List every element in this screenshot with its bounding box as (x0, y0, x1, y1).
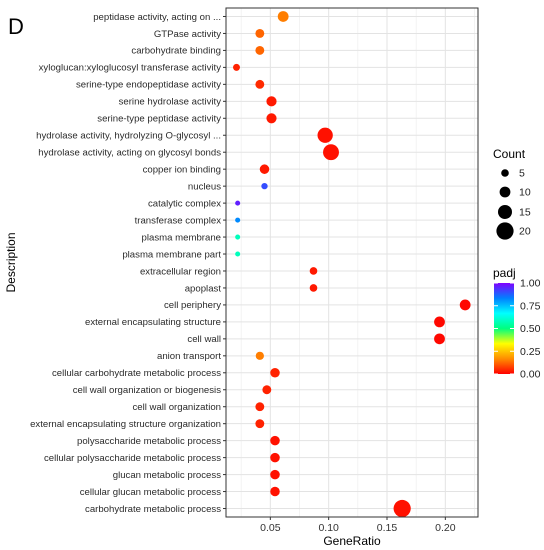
data-point (233, 63, 240, 71)
y-tick-label: external encapsulating structure organiz… (30, 419, 221, 430)
data-point (266, 113, 277, 124)
data-point (317, 127, 333, 143)
padj-legend: padj 0.00 0.25 0.50 0.75 1.00 (493, 266, 541, 381)
data-point (270, 435, 280, 446)
count-legend-key (498, 205, 512, 219)
data-point (323, 144, 339, 161)
x-tick-label: 0.10 (318, 522, 339, 534)
y-tick-label: cellular glucan metabolic process (80, 487, 222, 498)
x-tick-label: 0.15 (377, 522, 398, 534)
padj-colorbar (494, 283, 514, 374)
count-legend-title: Count (493, 147, 526, 161)
count-legend-key (499, 186, 511, 198)
data-point (270, 486, 280, 497)
count-legend-key (501, 169, 509, 177)
padj-legend-label: 0.50 (520, 323, 541, 335)
x-axis-tick-labels: 0.05 0.10 0.15 0.20 (260, 517, 456, 534)
data-point (235, 217, 241, 223)
padj-legend-title: padj (493, 266, 516, 280)
data-point (255, 402, 265, 412)
y-tick-label: serine-type peptidase activity (97, 114, 221, 125)
data-point (255, 351, 264, 360)
count-legend-label: 15 (519, 207, 531, 219)
count-legend-label: 10 (519, 187, 531, 199)
y-tick-label: hydrolase activity, acting on glycosyl b… (38, 148, 221, 159)
y-tick-label: plasma membrane part (122, 249, 221, 260)
y-tick-label: cell wall organization or biogenesis (73, 385, 221, 396)
y-tick-label: apoplast (185, 283, 222, 294)
data-point (266, 96, 277, 107)
padj-legend-label: 0.75 (520, 300, 541, 312)
y-tick-label: peptidase activity, acting on ... (93, 12, 221, 23)
y-tick-label: xyloglucan:xyloglucosyl transferase acti… (39, 63, 222, 74)
data-point (270, 368, 280, 378)
y-axis-tick-labels: peptidase activity, acting on ... GTPase … (30, 12, 226, 515)
padj-legend-label: 0.25 (520, 346, 541, 358)
y-axis-title: Description (4, 232, 18, 292)
plot-background (226, 8, 478, 517)
y-tick-label: anion transport (157, 351, 221, 362)
data-point (261, 182, 268, 190)
y-tick-label: cellular carbohydrate metabolic process (52, 368, 221, 379)
y-tick-label: cell wall (187, 334, 221, 345)
data-point (270, 469, 280, 480)
x-axis-title: GeneRatio (323, 534, 381, 548)
data-point (259, 164, 270, 174)
count-legend-key (496, 222, 514, 240)
plot-frame (225, 7, 479, 518)
data-point (255, 419, 265, 429)
y-tick-label: carbohydrate binding (131, 46, 221, 57)
y-tick-label: hydrolase activity, hydrolyzing O-glycos… (36, 131, 221, 142)
y-tick-label: transferase complex (135, 215, 222, 226)
plot-grid (226, 8, 478, 517)
y-tick-label: glucan metabolic process (113, 470, 221, 481)
data-point (255, 79, 265, 89)
data-point (459, 299, 471, 311)
y-tick-label: serine-type endopeptidase activity (76, 80, 221, 91)
y-tick-label: external encapsulating structure (85, 317, 221, 328)
data-point (235, 234, 241, 240)
y-tick-label: serine hydrolase activity (119, 97, 222, 108)
y-tick-label: GTPase activity (154, 29, 221, 40)
y-tick-label: plasma membrane (142, 232, 221, 243)
data-point (309, 284, 318, 292)
padj-legend-label: 0.00 (520, 369, 541, 381)
data-point (235, 200, 241, 206)
panel-label: D (8, 14, 24, 39)
x-tick-label: 0.20 (435, 522, 456, 534)
data-point (255, 45, 265, 55)
count-legend-label: 5 (519, 168, 525, 180)
y-tick-label: copper ion binding (143, 164, 221, 175)
data-point (393, 499, 411, 518)
y-tick-label: nucleus (188, 181, 221, 192)
data-point (262, 385, 272, 395)
x-tick-label: 0.05 (260, 522, 281, 534)
data-point (309, 267, 318, 275)
data-point (270, 452, 280, 463)
y-tick-label: polysaccharide metabolic process (77, 436, 221, 447)
y-tick-label: cellular polysaccharide metabolic proces… (44, 453, 221, 464)
data-point (255, 29, 265, 38)
data-point (235, 251, 241, 257)
y-tick-label: cell periphery (164, 300, 221, 311)
y-tick-label: carbohydrate metabolic process (85, 504, 221, 515)
y-tick-label: cell wall organization (132, 402, 221, 413)
data-point (434, 316, 445, 328)
count-legend-label: 20 (519, 226, 531, 238)
data-points (233, 11, 471, 518)
count-legend: Count 5 10 15 20 (493, 147, 531, 240)
y-tick-label: catalytic complex (148, 198, 221, 209)
y-tick-label: extracellular region (140, 266, 221, 277)
data-point (277, 11, 289, 22)
data-point (434, 333, 445, 345)
padj-legend-label: 1.00 (520, 278, 541, 290)
